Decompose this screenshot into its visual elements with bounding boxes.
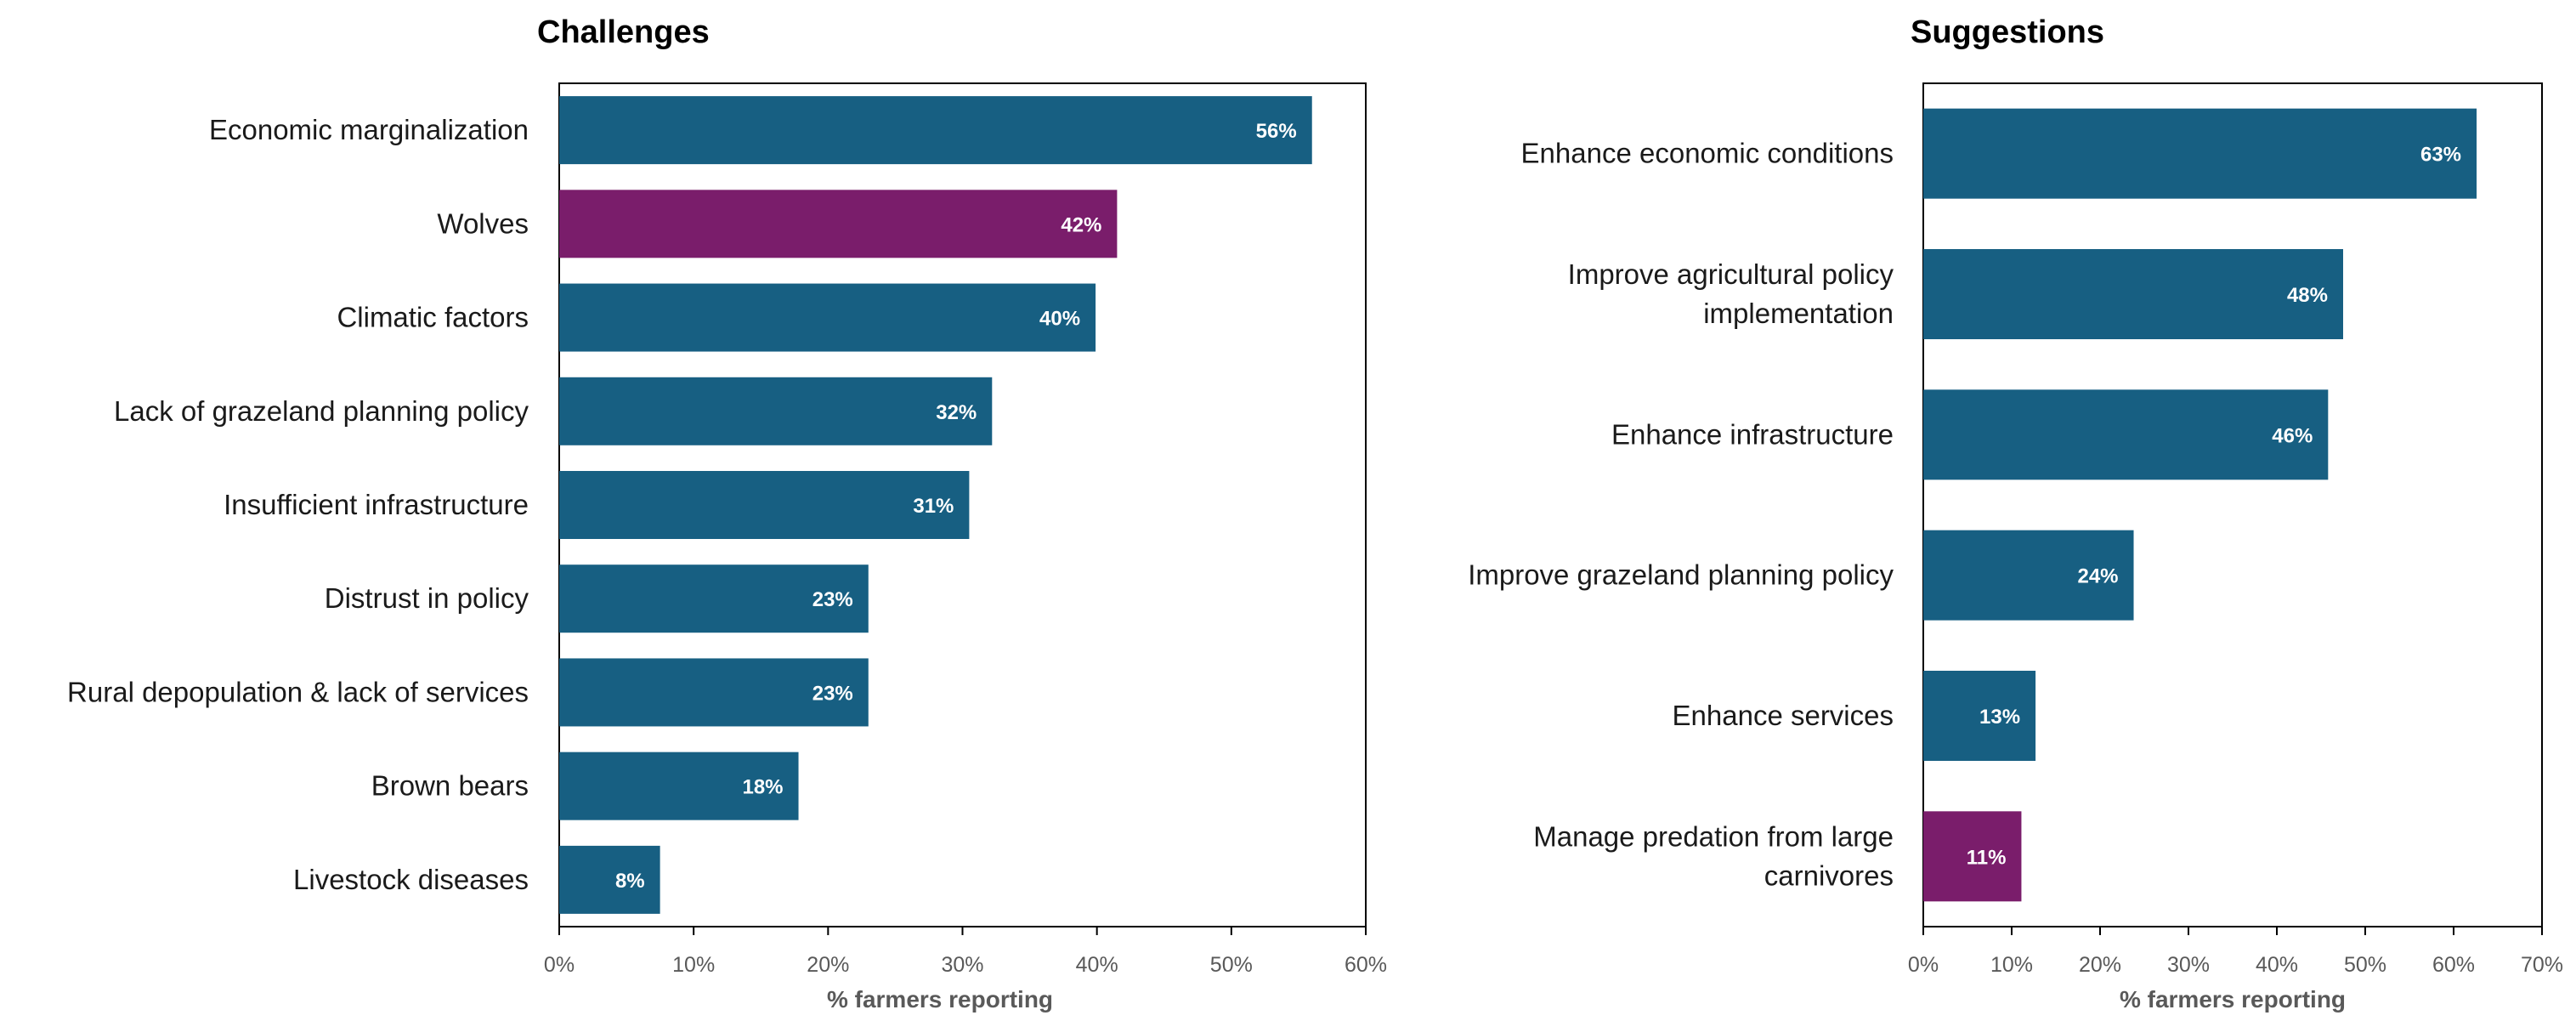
category-label: Brown bears	[371, 770, 529, 802]
bar	[559, 471, 970, 539]
x-tick-label: 60%	[1345, 953, 1387, 977]
bar	[1923, 671, 2036, 761]
value-label: 24%	[2077, 565, 2118, 588]
category-label: Climatic factors	[337, 302, 529, 333]
category-label: Enhance economic conditions	[1521, 138, 1894, 169]
x-axis-label: % farmers reporting	[827, 986, 1053, 1012]
x-tick-label: 70%	[2521, 953, 2563, 977]
suggestions-chart: Suggestions Enhance economic conditions I…	[1468, 14, 2563, 1012]
bar	[1923, 530, 2134, 621]
x-tick-label: 20%	[807, 953, 849, 977]
value-label: 32%	[936, 401, 977, 424]
bar	[559, 190, 1118, 258]
x-tick-label: 30%	[2167, 953, 2210, 977]
category-label: Enhance infrastructure	[1611, 418, 1894, 450]
value-label: 31%	[913, 495, 954, 518]
x-tick-label: 0%	[1908, 953, 1939, 977]
x-tick-label: 0%	[544, 953, 575, 977]
x-tick-label: 10%	[1990, 953, 2033, 977]
bar	[559, 283, 1096, 352]
category-label: Economic marginalization	[209, 114, 529, 145]
bar	[1923, 811, 2022, 902]
category-label: Rural depopulation & lack of services	[67, 676, 529, 707]
x-tick-label: 30%	[941, 953, 983, 977]
chart-title: Suggestions	[1911, 14, 2104, 50]
value-label: 42%	[1061, 213, 1101, 236]
value-label: 13%	[1979, 706, 2020, 729]
bar	[559, 752, 799, 820]
bar	[559, 845, 660, 914]
category-label: Wolves	[437, 207, 529, 239]
bar	[559, 658, 869, 727]
x-tick-label: 60%	[2432, 953, 2475, 977]
challenges-chart: Challenges Economic marginalization Wolve…	[67, 14, 1387, 1012]
value-label: 23%	[812, 588, 853, 611]
value-label: 63%	[2420, 144, 2461, 167]
bar	[559, 377, 993, 445]
category-label: Insufficient infrastructure	[224, 489, 529, 520]
category-label: Livestock diseases	[293, 864, 529, 895]
value-label: 46%	[2272, 424, 2313, 447]
category-label: Improve grazeland planning policy	[1468, 559, 1894, 591]
x-axis-label: % farmers reporting	[2120, 986, 2346, 1012]
x-tick-label: 10%	[672, 953, 715, 977]
category-label: Manage predation from large carnivores	[1533, 820, 1894, 891]
bar	[1923, 249, 2343, 339]
bar	[1923, 389, 2329, 480]
value-label: 8%	[615, 870, 645, 893]
bar	[559, 96, 1312, 165]
x-tick-label: 50%	[2344, 953, 2386, 977]
plot-area-frame	[1922, 82, 2543, 927]
value-label: 40%	[1039, 308, 1080, 331]
category-label: Improve agricultural policy implementatio…	[1568, 258, 1894, 329]
value-label: 48%	[2287, 284, 2328, 307]
value-label: 23%	[812, 682, 853, 705]
bar	[1923, 108, 2477, 199]
value-label: 18%	[742, 776, 783, 799]
x-tick-label: 40%	[2256, 953, 2298, 977]
x-tick-label: 50%	[1210, 953, 1253, 977]
category-label: Distrust in policy	[325, 582, 529, 614]
chart-title: Challenges	[537, 14, 710, 50]
x-tick-label: 40%	[1076, 953, 1118, 977]
value-label: 11%	[1967, 846, 2007, 869]
value-label: 56%	[1256, 120, 1297, 143]
x-tick-label: 20%	[2079, 953, 2121, 977]
bar	[559, 564, 869, 633]
category-label: Lack of grazeland planning policy	[114, 395, 529, 427]
category-label: Enhance services	[1673, 700, 1894, 731]
